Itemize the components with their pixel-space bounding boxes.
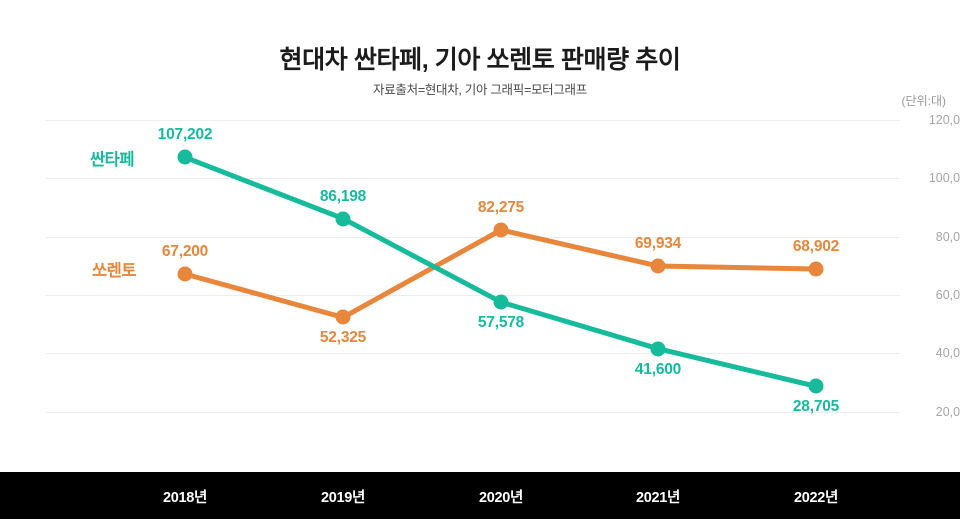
x-axis-tick-label: 2019년 xyxy=(320,490,366,506)
gridline xyxy=(46,411,900,413)
data-value-label: 67,200 xyxy=(161,243,209,260)
x-axis-tick-label: 2021년 xyxy=(635,490,681,506)
data-value-label: 28,705 xyxy=(792,398,840,416)
chart-subtitle: 자료출처=현대차, 기아 그래픽=모터그래프 xyxy=(373,83,587,97)
gridline xyxy=(46,120,900,121)
series-label-santafe: 싼타페 xyxy=(90,151,135,169)
data-value-label: 82,275 xyxy=(477,199,525,217)
data-point-marker[interactable] xyxy=(177,266,193,282)
gridline xyxy=(46,178,900,180)
x-axis-tick-label: 2020년 xyxy=(478,490,524,506)
data-point-marker[interactable] xyxy=(493,294,509,310)
data-point-marker[interactable] xyxy=(650,341,666,357)
data-point-marker[interactable] xyxy=(808,261,824,277)
gridline xyxy=(46,295,900,296)
series-label-sorento: 쏘렌토 xyxy=(92,262,137,280)
y-axis-tick-label: 80,000 xyxy=(935,229,960,244)
gridline xyxy=(46,236,900,238)
santafe-line xyxy=(182,154,819,389)
data-point-marker[interactable] xyxy=(650,258,666,274)
data-point-marker[interactable] xyxy=(335,309,351,325)
data-point-marker[interactable] xyxy=(177,149,193,165)
y-axis-tick-label: 100,000 xyxy=(928,171,960,186)
y-axis-tick-label: 20,000 xyxy=(935,404,960,419)
chart-title: 현대차 싼타페, 기아 쏘렌토 판매량 추이 xyxy=(279,46,681,74)
x-axis-band: 2018년 2019년 2020년 2021년 2022년 xyxy=(0,472,960,519)
y-axis-tick-label: 120,000 xyxy=(928,113,960,127)
y-axis-tick-label: 40,000 xyxy=(935,346,960,361)
data-point-marker[interactable] xyxy=(335,211,351,227)
data-value-label: 52,325 xyxy=(319,329,367,347)
data-point-marker[interactable] xyxy=(808,378,824,394)
data-point-marker[interactable] xyxy=(493,222,509,238)
unit-note: (단위:대) xyxy=(901,94,946,108)
data-value-label: 68,902 xyxy=(792,238,840,256)
data-value-label: 86,198 xyxy=(319,187,367,205)
plot-area: 120,000100,00080,00060,00040,00020,0000 xyxy=(46,113,960,470)
data-value-label: 69,934 xyxy=(634,235,682,253)
data-value-label: 107,202 xyxy=(157,126,213,144)
x-axis-tick-label: 2022년 xyxy=(793,490,839,506)
data-value-label: 57,578 xyxy=(477,314,525,332)
data-value-label: 41,600 xyxy=(634,360,682,378)
gridline xyxy=(46,353,900,355)
y-axis-tick-label: 60,000 xyxy=(935,288,960,302)
x-axis-tick-label: 2018년 xyxy=(162,490,208,506)
